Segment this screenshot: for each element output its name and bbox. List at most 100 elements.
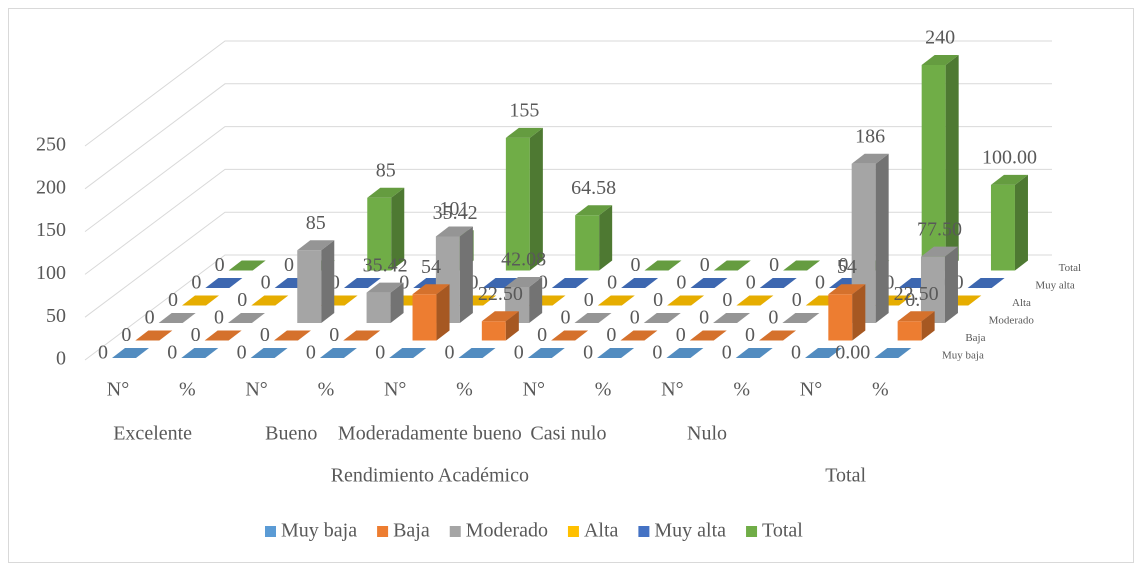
data-label: 0	[745, 324, 755, 346]
data-label: 0	[191, 272, 201, 294]
bar-face	[551, 330, 589, 341]
legend-swatch	[265, 526, 276, 537]
legend-swatch	[449, 526, 461, 537]
bar-face	[412, 294, 437, 341]
bar-face	[574, 313, 612, 323]
data-label: 22.50	[478, 283, 523, 305]
bar	[343, 278, 381, 288]
data-label: 0	[630, 254, 640, 276]
data-label: 0	[469, 272, 479, 294]
bar-face	[945, 55, 959, 271]
bar	[575, 205, 613, 271]
bar-face	[481, 311, 519, 322]
bar-face	[875, 153, 889, 323]
data-label: 0	[167, 342, 177, 364]
grid-line	[84, 40, 1052, 147]
bar-face	[967, 278, 1005, 288]
bar-face	[990, 184, 1015, 271]
bar	[343, 330, 381, 341]
bar-face	[391, 187, 405, 271]
bar-face	[805, 348, 842, 358]
data-label: 85	[376, 159, 396, 181]
bar	[297, 240, 335, 323]
data-label: 0	[330, 272, 340, 294]
bar	[112, 348, 149, 358]
data-label: 0	[537, 324, 547, 346]
data-label: 0	[329, 324, 339, 346]
data-label: 0	[191, 324, 201, 346]
data-label: 0	[584, 289, 594, 311]
bar	[967, 278, 1005, 288]
bar	[574, 313, 612, 323]
bar	[621, 278, 659, 288]
data-label: 0	[261, 272, 271, 294]
data-label: 0	[168, 289, 178, 311]
data-label: 0	[769, 254, 779, 276]
data-label: 0	[260, 324, 270, 346]
bar-face	[297, 240, 335, 251]
bar	[874, 348, 912, 358]
grid-line	[84, 168, 1052, 275]
data-label: 35.42	[363, 254, 408, 276]
bar-face	[481, 321, 506, 341]
bar-face	[505, 311, 519, 341]
bar	[481, 311, 519, 341]
bar-face	[759, 278, 797, 288]
x-group-label: Bueno	[265, 423, 317, 445]
bar	[389, 348, 427, 358]
data-label: 0	[583, 342, 593, 364]
bar-face	[182, 295, 219, 306]
bar	[319, 348, 357, 358]
data-label: 0	[284, 254, 294, 276]
data-label: 35.42	[433, 202, 478, 224]
bar-face	[1014, 174, 1028, 271]
bar	[597, 295, 635, 306]
data-label: 0	[722, 289, 732, 311]
bar-face	[251, 295, 289, 306]
data-label: 0	[98, 342, 108, 364]
bar-face	[689, 330, 727, 341]
bar-face	[920, 256, 945, 323]
data-label: 0	[792, 289, 802, 311]
bar-face	[599, 205, 613, 271]
bar-face	[921, 55, 959, 66]
bar-face	[690, 278, 728, 288]
bar-face	[667, 295, 705, 306]
bar	[643, 313, 681, 323]
x-tick-label: %	[733, 379, 750, 401]
bar-face	[990, 174, 1028, 185]
data-label: 22.50	[894, 283, 939, 305]
bar	[851, 153, 889, 323]
legend-label: Baja	[393, 520, 430, 542]
bar	[158, 313, 196, 323]
y-tick-label: 100	[36, 262, 66, 284]
data-label: 0	[700, 254, 710, 276]
legend-swatch	[377, 526, 389, 537]
x-super-group-label: Total	[825, 465, 866, 487]
bar-face	[643, 313, 681, 323]
legend-label: Total	[762, 520, 803, 542]
bar-face	[458, 348, 496, 358]
bar-face	[181, 348, 219, 358]
bar-face	[435, 226, 473, 237]
bar-face	[713, 313, 751, 323]
y-tick-label: 150	[36, 219, 66, 241]
bar-face	[897, 321, 922, 341]
y-tick-label: 0	[56, 348, 66, 370]
data-label: 0	[653, 289, 663, 311]
bar	[412, 284, 450, 341]
bar	[228, 260, 266, 271]
bar-face	[505, 127, 543, 138]
bar-face	[112, 348, 149, 358]
bar-face	[897, 311, 935, 322]
x-tick-label: N°	[384, 379, 406, 401]
bar	[897, 311, 935, 341]
data-label: 0	[815, 272, 825, 294]
bar	[805, 348, 842, 358]
bar-face	[297, 250, 322, 323]
bar	[458, 348, 496, 358]
depth-axis-label: Baja	[965, 332, 985, 344]
bar-face	[620, 330, 658, 341]
x-tick-label: N°	[523, 379, 545, 401]
data-label: 64.58	[571, 177, 616, 199]
